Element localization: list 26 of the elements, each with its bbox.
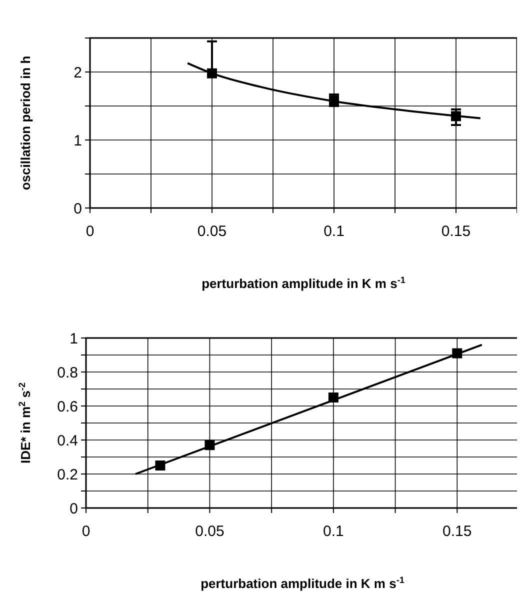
y-tick-label: 1 bbox=[70, 330, 78, 348]
x-tick-label: 0.1 bbox=[323, 523, 344, 540]
x-tick-label: 0.05 bbox=[197, 223, 227, 240]
x-axis-title: perturbation amplitude in K m s$^{-1}$ bbox=[202, 275, 406, 291]
point bbox=[452, 348, 462, 358]
point bbox=[204, 440, 215, 450]
x-tick-label: 0.05 bbox=[195, 523, 224, 540]
y-tick-label: 0 bbox=[70, 500, 78, 518]
point bbox=[207, 68, 217, 78]
x-tick-label: 0.1 bbox=[324, 223, 344, 240]
point bbox=[328, 392, 338, 402]
y-tick-label: 1 bbox=[74, 132, 82, 150]
y-tick-label: 0 bbox=[74, 200, 82, 218]
y-tick-label: 0.6 bbox=[57, 398, 78, 416]
y-tick-label: 0.4 bbox=[57, 432, 78, 450]
x-axis-title: perturbation amplitude in K m s$^{-1}$ bbox=[200, 575, 404, 591]
y-axis-title: oscillation period in h bbox=[18, 56, 33, 190]
point bbox=[329, 96, 339, 106]
y-tick-label: 0.2 bbox=[57, 466, 78, 484]
point bbox=[451, 111, 461, 122]
x-tick-label: 0 bbox=[86, 223, 94, 240]
x-tick-label: 0.15 bbox=[442, 523, 472, 540]
y-tick-label: 0.8 bbox=[57, 364, 78, 382]
x-tick-label: 0.15 bbox=[441, 223, 471, 240]
y-tick-label: 2 bbox=[74, 64, 82, 82]
point bbox=[155, 460, 166, 470]
